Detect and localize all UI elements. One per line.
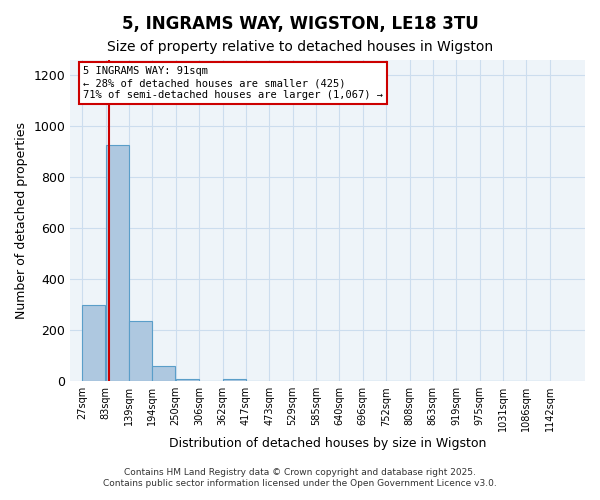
Text: Contains HM Land Registry data © Crown copyright and database right 2025.
Contai: Contains HM Land Registry data © Crown c… [103, 468, 497, 487]
Bar [152, 366, 175, 381]
Bar [106, 146, 129, 381]
Y-axis label: Number of detached properties: Number of detached properties [15, 122, 28, 319]
Bar [223, 378, 246, 381]
Bar [176, 378, 199, 381]
X-axis label: Distribution of detached houses by size in Wigston: Distribution of detached houses by size … [169, 437, 487, 450]
Bar [82, 304, 105, 381]
Bar [129, 322, 152, 381]
Text: Size of property relative to detached houses in Wigston: Size of property relative to detached ho… [107, 40, 493, 54]
Text: 5 INGRAMS WAY: 91sqm
← 28% of detached houses are smaller (425)
71% of semi-deta: 5 INGRAMS WAY: 91sqm ← 28% of detached h… [83, 66, 383, 100]
Text: 5, INGRAMS WAY, WIGSTON, LE18 3TU: 5, INGRAMS WAY, WIGSTON, LE18 3TU [122, 15, 478, 33]
